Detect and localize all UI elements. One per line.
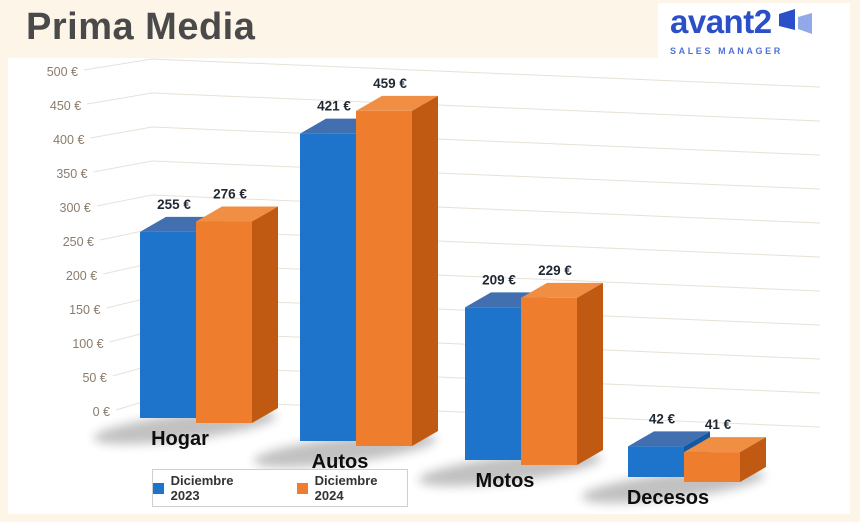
bar-value-label: 421 € [317,99,351,114]
legend-swatch-2023 [153,482,164,494]
legend-item-diciembre-2023[interactable]: Diciembre 2023 [153,473,263,503]
y-axis-tick: 150 € [69,303,100,317]
bar-front-face [300,133,356,442]
bar-side-face [740,437,766,482]
legend-item-diciembre-2024[interactable]: Diciembre 2024 [297,473,407,503]
y-axis-tick: 0 € [93,405,110,419]
bar-front-face [521,297,577,465]
bar-diciembre-2024-decesos [684,437,766,482]
y-axis-tick: 500 € [47,65,78,79]
bar-top-face [521,282,603,298]
bar-front-face [684,452,740,482]
category-label-motos: Motos [476,470,535,492]
bar-value-label: 276 € [213,187,247,202]
y-axis-tick: 250 € [63,235,94,249]
gridline [93,160,821,190]
chart-legend: Diciembre 2023 Diciembre 2024 [152,469,408,507]
bar-top-face [196,206,278,222]
legend-swatch-2024 [297,482,308,494]
bar-value-label: 229 € [538,263,572,278]
brand-tagline: SALES MANAGER [670,46,783,56]
y-axis-tick: 300 € [60,201,91,215]
category-label-autos: Autos [312,451,369,473]
gridline [83,58,821,88]
bar-top-face [356,95,438,111]
bar-front-face [628,446,684,477]
bar-value-label: 209 € [482,272,516,287]
y-axis-tick: 50 € [82,371,106,385]
bar-top-face [628,431,710,447]
gridline [96,194,821,224]
legend-label-2024: Diciembre 2024 [314,473,378,503]
legend-label-2023: Diciembre 2023 [170,473,234,503]
bar-front-face [140,231,196,418]
category-label-decesos: Decesos [627,487,709,509]
category-label-hogar: Hogar [151,428,209,450]
gridline [90,126,821,156]
y-axis-tick: 200 € [66,269,97,283]
bar-diciembre-2024-motos [521,282,603,465]
bar-diciembre-2024-hogar [196,206,278,423]
bar-value-label: 42 € [649,411,676,426]
bar-value-label: 41 € [705,417,732,432]
page-title: Prima Media [26,6,256,48]
bar-front-face [196,221,252,423]
y-axis-tick: 400 € [53,133,84,147]
labels: 0 € 50 € 100 € 150 € 200 € 250 € 300 € 350 € 400… [47,65,732,509]
bar-value-label: 255 € [157,197,191,212]
bar-side-face [577,282,603,465]
gridline [87,92,821,122]
y-axis-tick: 350 € [56,167,87,181]
bar-front-face [356,110,412,447]
brand-name: avant2 [670,3,772,40]
bars [140,95,766,482]
y-axis-tick: 450 € [50,99,81,113]
y-axis-tick: 100 € [72,337,103,351]
bar-top-face [684,437,766,453]
brand-logo: avant2 SALES MANAGER [658,3,850,58]
book-flag-icon [778,8,816,45]
bar-side-face [252,206,278,423]
bar-side-face [412,95,438,447]
bar-diciembre-2024-autos [356,95,438,447]
bar-front-face [465,307,521,460]
bar-value-label: 459 € [373,76,407,91]
